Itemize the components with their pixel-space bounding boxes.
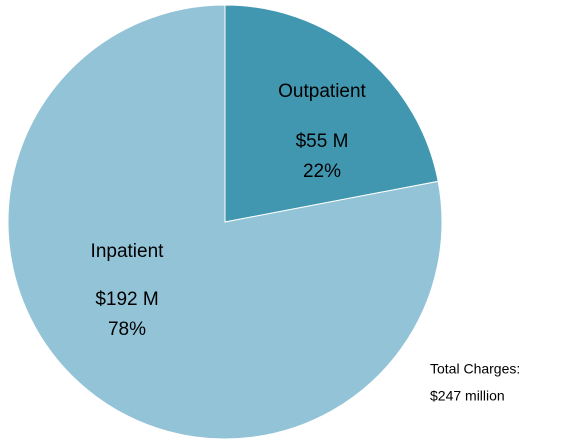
- annotation: Total Charges:: [430, 361, 520, 377]
- amount-label: $192 M: [95, 289, 158, 310]
- pie-slice: [7, 4, 443, 440]
- annotation: $247 million: [430, 388, 505, 404]
- slice-name: Outpatient: [278, 81, 366, 102]
- pie-slice: [224, 4, 439, 223]
- value-label: 22%: [303, 161, 341, 182]
- value-label: 78%: [108, 319, 146, 340]
- amount-label: $55 M: [296, 131, 349, 152]
- slice-name: Inpatient: [91, 241, 165, 262]
